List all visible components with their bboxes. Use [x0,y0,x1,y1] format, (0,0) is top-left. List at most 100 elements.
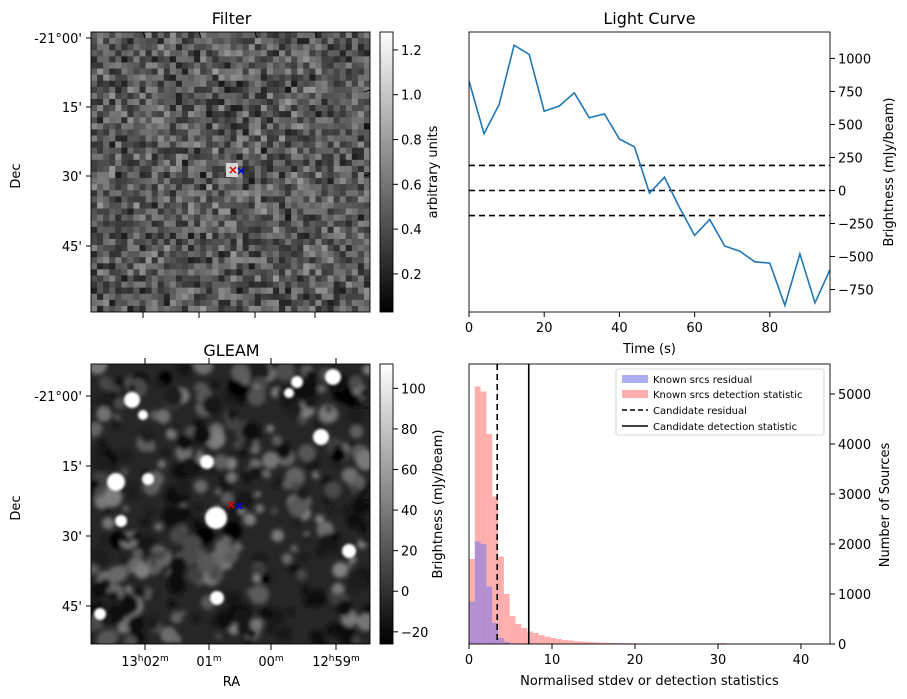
filter-pixel [351,105,359,112]
filter-pixel [236,159,244,167]
filter-pixel [339,153,347,161]
gleam-source [107,473,125,491]
filter-pixel [242,62,250,70]
filter-pixel [181,111,189,118]
filter-pixel [218,80,226,88]
filter-pixel [285,172,292,179]
filter-pixel [254,80,262,88]
filter-pixel [175,257,183,264]
gleam-noise-blob [332,448,347,463]
filter-pixel [363,153,370,161]
filter-pixel [175,80,183,88]
filter-pixel [279,50,286,57]
filter-pixel [163,80,171,88]
filter-pixel [121,251,128,258]
filter-pixel [230,44,238,51]
filter-pixel [315,269,323,277]
filter-pixel [175,56,183,64]
filter-pixel [181,147,189,155]
filter-pixel [206,92,213,100]
filter-pixel [139,172,147,179]
filter-pixel [254,269,262,277]
filter-pixel [181,129,189,137]
gleam-ticks: -21°00'15'30'45'13h02m 01m 00m 12h59m [34,358,370,670]
filter-pixel [224,147,232,155]
filter-pixel [242,305,250,312]
filter-pixel [321,299,329,307]
filter-pixel [163,220,171,228]
filter-pixel [163,305,171,312]
filter-pixel [188,190,195,197]
filter-pixel [254,220,262,228]
filter-pixel [309,184,317,191]
filter-pixel [218,299,226,307]
colorbar-tick-label: 20 [401,545,418,560]
filter-pixel [345,135,353,143]
filter-pixel [115,141,122,149]
filter-pixel [230,293,238,301]
filter-pixel [181,86,189,94]
light-curve-xlabel: Time (s) [622,342,676,357]
filter-pixel [139,293,147,301]
gleam-ytick-label: -21°00' [34,390,82,405]
filter-pixel [279,56,286,64]
filter-pixel [103,178,110,185]
filter-pixel [303,159,310,167]
filter-pixel [254,245,262,252]
filter-pixel [163,238,171,246]
gleam-sources [94,369,356,620]
filter-pixel [133,202,141,210]
filter-pixel [357,257,365,264]
filter-pixel [169,147,177,155]
filter-pixel [151,299,159,307]
filter-pixel [91,44,98,51]
histogram-bar-detection [579,641,586,644]
filter-pixel [254,135,262,143]
gleam-noise-blob [288,498,307,518]
filter-pixel [218,98,226,106]
filter-pixel [212,257,219,264]
filter-pixel [175,141,183,149]
filter-pixel [133,251,141,258]
filter-pixel [266,257,274,264]
filter-pixel [188,214,195,222]
filter-pixel [151,208,159,216]
filter-pixel [169,202,177,210]
filter-pixel [333,287,341,295]
filter-pixel [181,141,189,149]
filter-pixel [272,159,280,167]
filter-pixel [139,74,147,82]
gleam-noise-blob [122,505,130,513]
filter-pixel [291,159,298,167]
gleam-noise-blob [332,582,344,595]
filter-pixel [133,32,141,39]
gleam-noise-blob [361,535,370,545]
filter-pixel [181,251,189,258]
filter-pixel [266,293,274,301]
filter-pixel [260,129,268,137]
filter-pixel [157,257,165,264]
filter-pixel [333,123,341,130]
gleam-noise-blob [243,513,256,526]
filter-pixel [181,196,189,204]
filter-pixel [254,202,262,210]
filter-pixel [200,299,207,307]
filter-pixel [333,56,341,64]
filter-pixel [194,226,201,234]
filter-pixel [363,80,370,88]
filter-pixel [327,38,335,45]
filter-pixel [327,257,335,264]
histogram-bar-detection [486,434,493,644]
filter-pixel [139,299,147,307]
filter-pixel [291,117,298,124]
filter-pixel [248,232,256,240]
filter-pixel [224,269,232,277]
filter-pixel [169,159,177,167]
filter-pixel [188,129,195,137]
filter-pixel [206,86,213,94]
filter-pixel [200,275,207,283]
filter-pixel [303,117,310,124]
filter-pixel [163,92,171,100]
filter-colorbar-ticks: 0.20.40.60.81.01.2 [393,44,422,283]
filter-pixel [139,275,147,283]
